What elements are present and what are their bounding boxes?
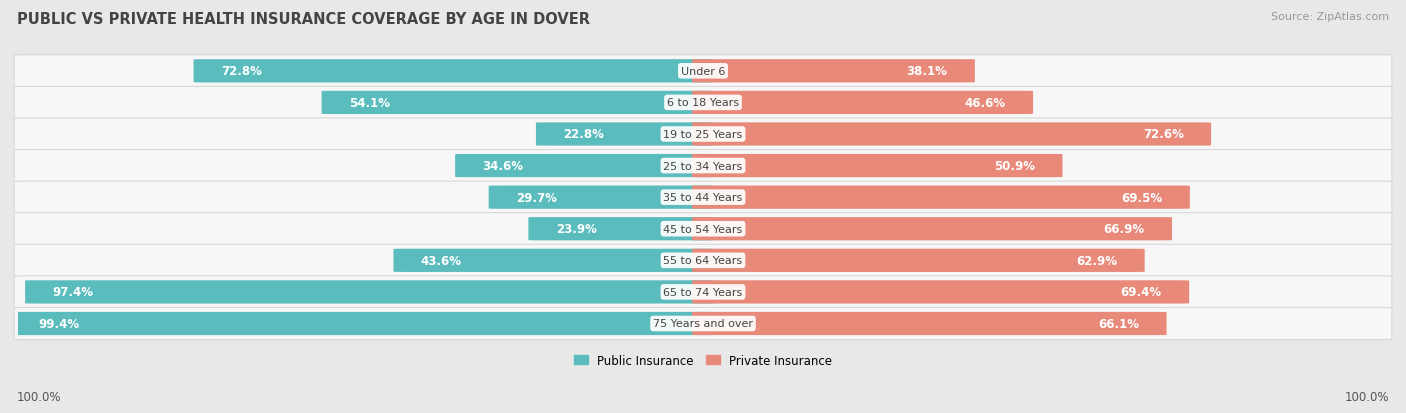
Text: 29.7%: 29.7% <box>516 191 557 204</box>
FancyBboxPatch shape <box>692 123 1211 146</box>
FancyBboxPatch shape <box>692 218 1173 241</box>
FancyBboxPatch shape <box>692 92 1033 115</box>
FancyBboxPatch shape <box>14 56 1392 88</box>
Text: 34.6%: 34.6% <box>482 160 523 173</box>
Text: 65 to 74 Years: 65 to 74 Years <box>664 287 742 297</box>
Text: 99.4%: 99.4% <box>39 317 80 330</box>
FancyBboxPatch shape <box>394 249 714 272</box>
FancyBboxPatch shape <box>14 276 1392 308</box>
Text: 46.6%: 46.6% <box>965 97 1005 109</box>
FancyBboxPatch shape <box>692 154 1063 178</box>
Text: 66.9%: 66.9% <box>1104 223 1144 236</box>
FancyBboxPatch shape <box>692 280 1189 304</box>
Text: 23.9%: 23.9% <box>555 223 596 236</box>
Text: 19 to 25 Years: 19 to 25 Years <box>664 130 742 140</box>
FancyBboxPatch shape <box>489 186 714 209</box>
Text: 6 to 18 Years: 6 to 18 Years <box>666 98 740 108</box>
Text: 35 to 44 Years: 35 to 44 Years <box>664 193 742 203</box>
Text: 55 to 64 Years: 55 to 64 Years <box>664 256 742 266</box>
FancyBboxPatch shape <box>14 150 1392 182</box>
Text: 38.1%: 38.1% <box>907 65 948 78</box>
Text: 72.6%: 72.6% <box>1143 128 1184 141</box>
FancyBboxPatch shape <box>14 119 1392 151</box>
FancyBboxPatch shape <box>14 182 1392 214</box>
Text: Source: ZipAtlas.com: Source: ZipAtlas.com <box>1271 12 1389 22</box>
Text: 22.8%: 22.8% <box>564 128 605 141</box>
FancyBboxPatch shape <box>14 244 1392 277</box>
Text: 25 to 34 Years: 25 to 34 Years <box>664 161 742 171</box>
Text: PUBLIC VS PRIVATE HEALTH INSURANCE COVERAGE BY AGE IN DOVER: PUBLIC VS PRIVATE HEALTH INSURANCE COVER… <box>17 12 591 27</box>
FancyBboxPatch shape <box>692 249 1144 272</box>
FancyBboxPatch shape <box>25 280 714 304</box>
FancyBboxPatch shape <box>529 218 714 241</box>
FancyBboxPatch shape <box>692 186 1189 209</box>
FancyBboxPatch shape <box>456 154 714 178</box>
Text: 50.9%: 50.9% <box>994 160 1035 173</box>
Text: 66.1%: 66.1% <box>1098 317 1139 330</box>
Legend: Public Insurance, Private Insurance: Public Insurance, Private Insurance <box>569 349 837 371</box>
Text: 100.0%: 100.0% <box>17 390 62 403</box>
Text: 45 to 54 Years: 45 to 54 Years <box>664 224 742 234</box>
Text: 100.0%: 100.0% <box>1344 390 1389 403</box>
FancyBboxPatch shape <box>11 312 714 335</box>
FancyBboxPatch shape <box>692 312 1167 335</box>
Text: 62.9%: 62.9% <box>1076 254 1118 267</box>
Text: 43.6%: 43.6% <box>420 254 463 267</box>
FancyBboxPatch shape <box>14 87 1392 119</box>
Text: 69.5%: 69.5% <box>1122 191 1163 204</box>
FancyBboxPatch shape <box>14 213 1392 245</box>
Text: 97.4%: 97.4% <box>52 286 94 299</box>
FancyBboxPatch shape <box>14 308 1392 340</box>
FancyBboxPatch shape <box>536 123 714 146</box>
FancyBboxPatch shape <box>322 92 714 115</box>
Text: 72.8%: 72.8% <box>221 65 262 78</box>
Text: 69.4%: 69.4% <box>1121 286 1161 299</box>
Text: 75 Years and over: 75 Years and over <box>652 319 754 329</box>
FancyBboxPatch shape <box>692 60 974 83</box>
Text: Under 6: Under 6 <box>681 66 725 77</box>
FancyBboxPatch shape <box>194 60 714 83</box>
Text: 54.1%: 54.1% <box>349 97 389 109</box>
